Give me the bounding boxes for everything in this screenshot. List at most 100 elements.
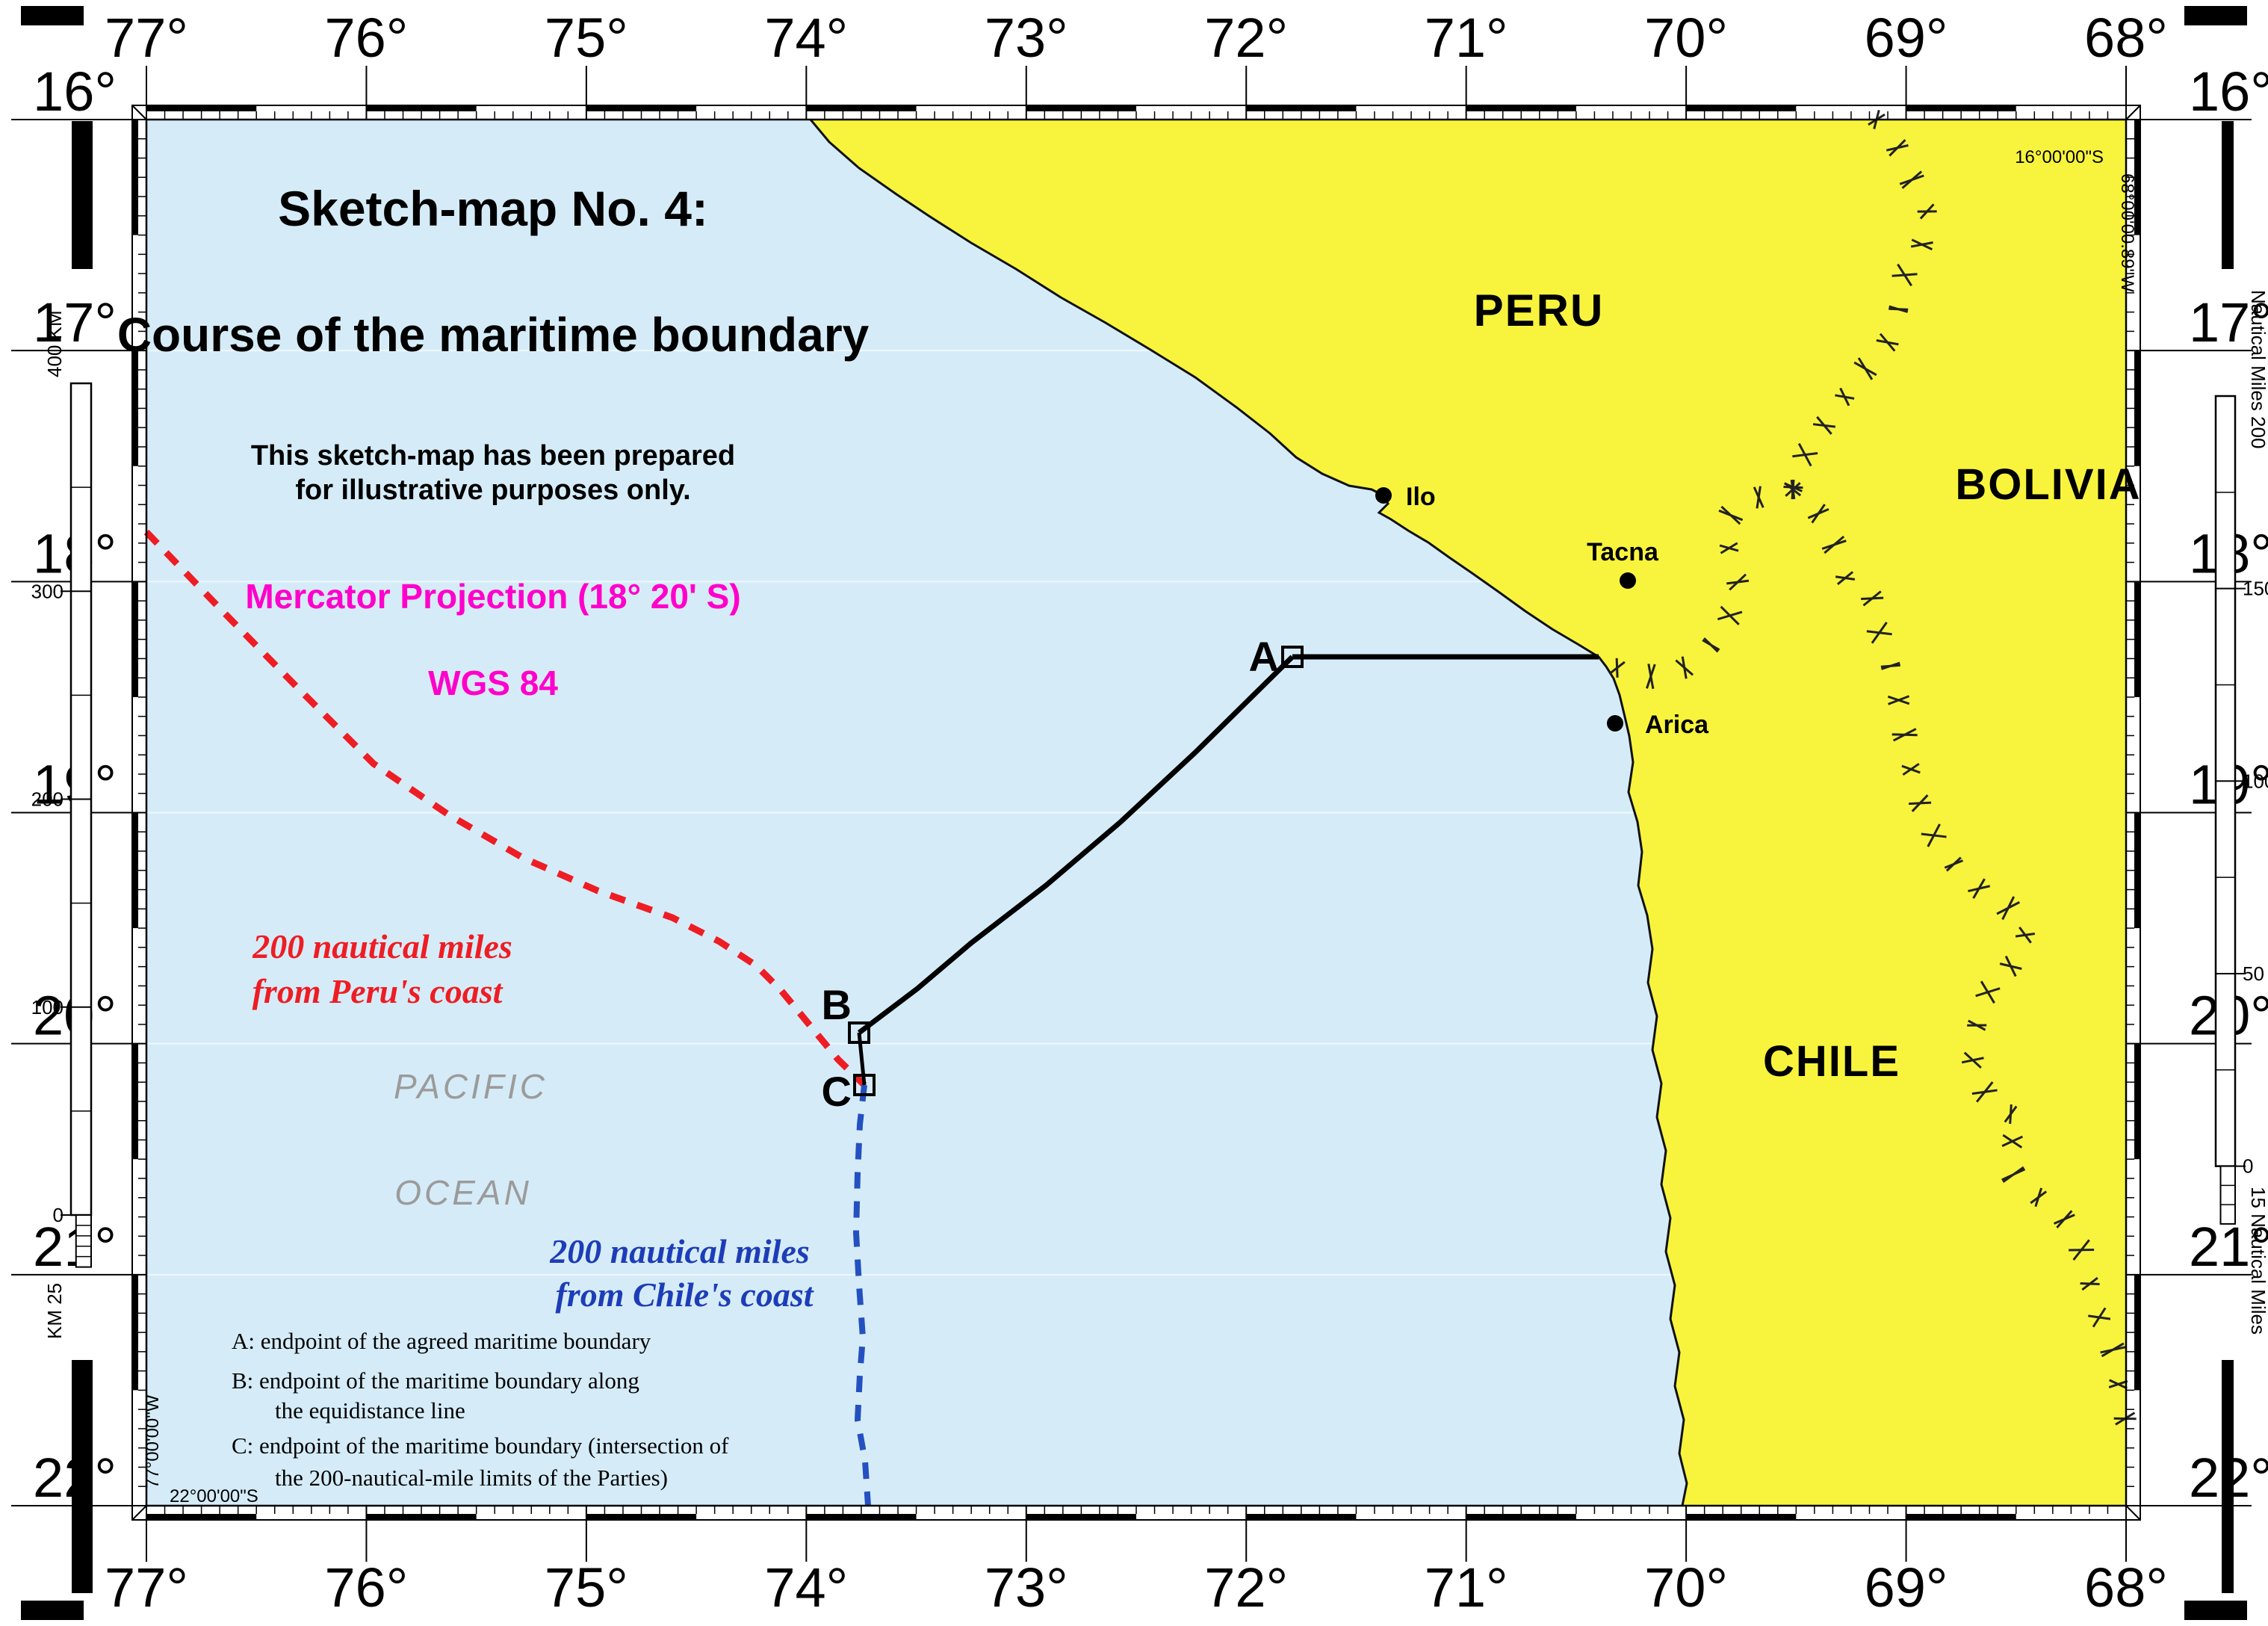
corner-crop-mark: [21, 6, 84, 25]
border-cross-mark: [1961, 1057, 1984, 1064]
longitude-label-bottom: 68°: [2084, 1557, 2168, 1619]
scale-bar-tick-label: 100: [31, 996, 63, 1018]
country-label-bolivia: BOLIVIA: [1955, 460, 2141, 509]
nm-scale-subtitle: 15 Nautical Miles: [2247, 1187, 2268, 1335]
city-label-arica: Arica: [1645, 711, 1709, 739]
frame-band-segment-bottom: [1906, 1514, 2016, 1520]
frame-band-segment-left: [132, 120, 138, 235]
latitude-label-right: 21°: [2189, 1216, 2268, 1278]
corner-crop-mark: [2184, 6, 2247, 25]
limit-lines-layer: [143, 529, 871, 1506]
longitude-label-top: 70°: [1644, 7, 1728, 69]
longitude-label-top: 77°: [105, 7, 188, 69]
longitude-label-top: 72°: [1204, 7, 1288, 69]
frame-band-segment-right: [2134, 581, 2140, 697]
border-cross-mark: [1675, 659, 1694, 676]
frame-band-segment-bottom: [1246, 1514, 1357, 1520]
frame-band-segment-bottom: [1026, 1514, 1136, 1520]
border-cross-mark: [2015, 932, 2036, 938]
maritime-boundary-layer: [848, 646, 1599, 1096]
frame-band-segment-top: [366, 105, 477, 111]
peru-200nm-label-line1: 200 nautical miles: [252, 927, 512, 965]
frame-band-segment-right: [2134, 350, 2140, 466]
corner-coord-left-lon: 77°00'00"W: [143, 1394, 163, 1489]
border-cross-mark: [1975, 1081, 1994, 1103]
point-labels: A B C: [822, 633, 1279, 1115]
border-cross-mark: [1702, 639, 1720, 651]
point-label-b: B: [822, 981, 852, 1028]
longitude-label-top: 75°: [545, 7, 628, 69]
longitude-label-top: 69°: [1865, 7, 1948, 69]
border-cross-mark: [1972, 878, 1986, 899]
map-note-line2: for illustrative purposes only.: [295, 474, 690, 506]
border-cross-mark: [1717, 610, 1743, 621]
frame-band-segment-top: [806, 105, 917, 111]
city-dot-arica: [1607, 715, 1623, 732]
peru-200nm-label-line2: from Peru's coast: [252, 972, 504, 1010]
scale-bar-tick-label: 150: [2243, 578, 2268, 600]
scale-bar-subdivision-body: [75, 1214, 92, 1268]
border-cross-mark: [1889, 139, 1906, 157]
latitude-label-right: 17°: [2189, 291, 2268, 353]
longitude-label-bottom: 70°: [1644, 1557, 1728, 1619]
border-cross-mark: [1835, 394, 1855, 400]
frame-band-segment-top: [1686, 105, 1797, 111]
border-cross-mark: [1791, 479, 1795, 500]
legend-point-b-cont: the equidistance line: [275, 1397, 465, 1423]
km-scale-bar: 300 200 100 0: [31, 382, 93, 1268]
latitude-label-right: 16°: [2189, 61, 2268, 123]
point-label-c: C: [822, 1068, 852, 1115]
border-cross-mark: [2056, 1210, 2073, 1228]
peru-200nm-limit-line: [143, 529, 867, 1088]
longitude-label-top: 74°: [764, 7, 848, 69]
border-cross-mark: [1891, 273, 1918, 277]
border-cross-mark: [2108, 1379, 2128, 1388]
legend-point-c: C: endpoint of the maritime boundary (in…: [232, 1432, 729, 1459]
projection-note: Mercator Projection (18° 20' S): [245, 577, 740, 616]
longitude-label-top: 73°: [985, 7, 1068, 69]
longitude-label-bottom: 72°: [1204, 1557, 1288, 1619]
longitude-label-bottom: 74°: [764, 1557, 848, 1619]
city-dot-ilo: [1375, 487, 1392, 504]
frame-corner-diagonal: [2125, 105, 2141, 120]
border-cross-mark: [2002, 1166, 2024, 1183]
border-cross-mark: [1975, 987, 2001, 998]
scale-bar-tick-label: 0: [53, 1204, 63, 1226]
frame-band-segment-top: [1026, 105, 1136, 111]
border-cross-mark: [1718, 509, 1744, 522]
corner-coord-right-lon: 68°00'00.89"W: [2117, 173, 2137, 292]
frame-band-segment-top: [586, 105, 697, 111]
longitude-label-bottom: 76°: [324, 1557, 408, 1619]
frame-band-segment-left: [132, 1274, 138, 1391]
scale-bars-layer: 300 200 100 0 150 100 50 0: [31, 382, 2268, 1268]
border-cross-mark: [1892, 728, 1917, 742]
border-cross-mark: [2034, 1187, 2043, 1208]
country-label-peru: PERU: [1474, 285, 1605, 336]
limit-labels: 200 nautical miles from Peru's coast 200…: [252, 927, 814, 1314]
peru-chile-border: [1608, 479, 1802, 690]
border-cross-mark: [1647, 664, 1655, 690]
border-cross-mark: [1720, 542, 1738, 554]
map-legend: A: endpoint of the agreed maritime bound…: [232, 1328, 729, 1491]
frame-corner-diagonal: [131, 105, 147, 120]
frame-band-segment-top: [1246, 105, 1357, 111]
country-label-chile: CHILE: [1763, 1037, 1900, 1086]
border-cross-mark: [1824, 535, 1845, 554]
corner-coord-bottom-left: 22°00'00"S: [170, 1486, 258, 1506]
longitude-label-top: 76°: [324, 7, 408, 69]
longitude-label-top: 71°: [1425, 7, 1508, 69]
endpoint-marker-b: [848, 1021, 870, 1044]
frame-corner-coordinates: 16°00'00"S 68°00'00.89"W 77°00'00"W 22°0…: [143, 147, 2137, 1506]
frame-band-segment-top: [146, 105, 257, 111]
map-title: Sketch-map No. 4:: [278, 181, 708, 236]
border-cross-mark: [1811, 504, 1826, 524]
border-cross-mark: [1792, 452, 1818, 458]
frame-band-segment-left: [132, 350, 138, 466]
scale-bar-titles: 400 KM KM 25 Nautical Miles 200 15 Nauti…: [43, 290, 2268, 1339]
frame-band-segment-bottom: [366, 1514, 477, 1520]
city-label-tacna: Tacna: [1587, 538, 1659, 566]
city-dot-tacna: [1620, 572, 1636, 589]
frame-band-segment-left: [132, 1043, 138, 1160]
border-cross-mark: [1901, 170, 1923, 189]
